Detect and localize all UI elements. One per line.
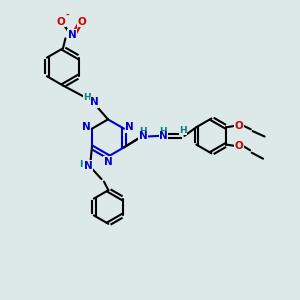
Text: N: N bbox=[90, 97, 99, 107]
Text: N: N bbox=[103, 157, 112, 167]
Text: O: O bbox=[78, 17, 87, 27]
Text: N: N bbox=[68, 30, 76, 40]
Text: O: O bbox=[235, 141, 244, 151]
Text: N: N bbox=[84, 161, 92, 171]
Text: H: H bbox=[83, 93, 91, 102]
Text: H: H bbox=[139, 127, 147, 136]
Text: O: O bbox=[235, 121, 244, 131]
Text: H: H bbox=[79, 160, 86, 169]
Text: N: N bbox=[139, 131, 147, 142]
Text: N: N bbox=[125, 122, 134, 132]
Text: H: H bbox=[179, 126, 187, 135]
Text: N: N bbox=[82, 122, 91, 132]
Text: -: - bbox=[66, 11, 69, 20]
Text: O: O bbox=[56, 17, 65, 27]
Text: H: H bbox=[160, 127, 167, 136]
Text: N: N bbox=[159, 131, 168, 142]
